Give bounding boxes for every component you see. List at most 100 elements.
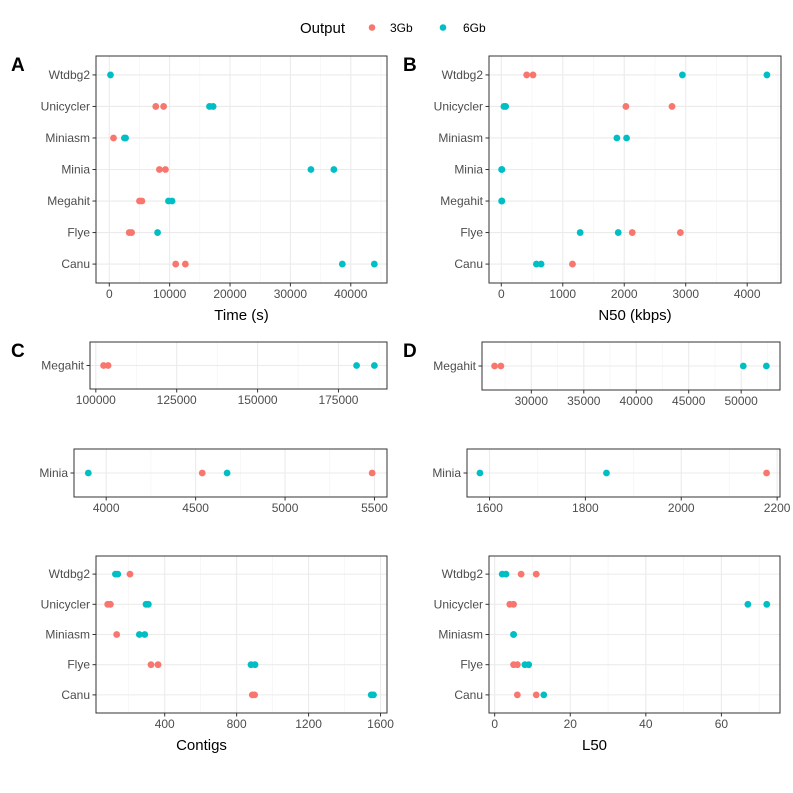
data-point-6gb — [510, 631, 517, 638]
data-point-3gb — [198, 469, 206, 477]
data-point-3gb — [513, 661, 521, 669]
x-tick-label: 5500 — [361, 501, 388, 515]
panel-b-1: 0 1000 2000 3000 4000 Wtdbg2 Unicycler Miniasm M… — [434, 55, 782, 324]
x-tick-label: 0 — [491, 717, 498, 731]
x-tick-label: 30000 — [274, 287, 308, 301]
legend-title: Output — [300, 20, 346, 37]
data-point-6gb — [144, 600, 152, 608]
data-point-6gb — [532, 260, 540, 268]
data-point-6gb — [763, 71, 771, 79]
data-point-6gb — [370, 691, 377, 699]
data-point-3gb — [126, 570, 134, 578]
x-tick-label: 2200 — [764, 501, 791, 515]
x-tick-label: 4000 — [734, 287, 761, 301]
x-tick-label: 45000 — [672, 394, 706, 408]
x-tick-label: 0 — [498, 287, 505, 301]
y-tick-label: Megahit — [433, 359, 476, 373]
y-tick-label: Minia — [61, 163, 90, 177]
x-tick-label: 30000 — [515, 394, 549, 408]
x-tick-label: 40000 — [334, 287, 368, 301]
data-point-6gb — [353, 362, 360, 369]
data-point-3gb — [113, 631, 121, 638]
x-tick-label: 150000 — [238, 393, 278, 407]
data-point-3gb — [668, 103, 676, 110]
data-point-6gb — [209, 103, 217, 110]
y-tick-label: Flye — [67, 226, 90, 240]
data-point-3gb — [154, 661, 162, 669]
data-point-3gb — [104, 362, 112, 369]
data-point-3gb — [628, 229, 636, 236]
y-tick-label: Minia — [454, 163, 483, 177]
x-axis-title: N50 (kbps) — [598, 307, 671, 324]
data-point-6gb — [370, 362, 378, 369]
x-tick-label: 40 — [639, 717, 653, 731]
y-tick-label: Flye — [460, 226, 483, 240]
x-tick-label: 4500 — [182, 501, 209, 515]
data-point-3gb — [138, 197, 146, 205]
y-tick-label: Wtdbg2 — [49, 567, 91, 581]
data-point-3gb — [529, 71, 537, 79]
x-tick-label: 0 — [106, 287, 113, 301]
y-tick-label: Megahit — [47, 194, 90, 208]
panel-tag-c: C — [11, 341, 25, 362]
data-point-3gb — [491, 362, 498, 370]
data-point-3gb — [368, 469, 376, 477]
data-point-3gb — [517, 570, 525, 578]
data-point-6gb — [603, 469, 610, 477]
x-tick-label: 20 — [564, 717, 578, 731]
x-tick-label: 35000 — [567, 394, 601, 408]
x-axis-title: L50 — [582, 737, 607, 754]
data-point-3gb — [110, 134, 117, 142]
data-point-3gb — [523, 71, 531, 79]
y-tick-label: Miniasm — [438, 131, 483, 145]
data-point-6gb — [114, 570, 122, 578]
y-tick-label: Wtdbg2 — [442, 68, 484, 82]
data-point-6gb — [498, 197, 506, 205]
panel-c-4: 400 800 1200 1600 Wtdbg2 Unicycler Miniasm Flye… — [41, 555, 394, 754]
y-tick-label: Unicycler — [434, 99, 483, 113]
panel-c-2: 100000 125000 150000 175000 Megahit — [41, 341, 388, 407]
data-point-3gb — [160, 103, 168, 110]
data-point-6gb — [223, 469, 231, 477]
x-tick-label: 20000 — [213, 287, 247, 301]
data-point-6gb — [502, 103, 510, 110]
legend-label-6gb: 6Gb — [463, 21, 486, 35]
x-tick-label: 1000 — [549, 287, 576, 301]
y-tick-label: Miniasm — [45, 628, 90, 642]
data-point-6gb — [744, 600, 752, 608]
panel-d-6: 1600 1800 2000 2200 Minia — [432, 448, 791, 515]
panel-c-3: 4000 4500 5000 5500 Minia — [39, 448, 388, 515]
y-tick-label: Megahit — [41, 359, 84, 373]
panel-d-5: 30000 35000 40000 45000 50000 Megahit — [433, 341, 781, 408]
legend-label-3gb: 3Gb — [390, 21, 413, 35]
x-tick-label: 1800 — [572, 501, 599, 515]
y-tick-label: Unicycler — [434, 597, 483, 611]
data-point-3gb — [106, 600, 114, 608]
data-point-6gb — [502, 570, 510, 578]
x-tick-label: 40000 — [620, 394, 654, 408]
data-point-3gb — [128, 229, 136, 236]
x-tick-label: 800 — [227, 717, 247, 731]
data-point-6gb — [168, 197, 176, 205]
data-point-3gb — [513, 691, 521, 699]
data-point-3gb — [622, 103, 630, 110]
data-point-3gb — [532, 570, 540, 578]
x-axis-title: Time (s) — [214, 307, 268, 324]
data-point-3gb — [251, 691, 259, 699]
legend-key-3gb — [368, 24, 376, 31]
x-tick-label: 400 — [155, 717, 175, 731]
panel-a-0: 0 10000 20000 30000 40000 Wtdbg2 Unicycler Mini… — [41, 55, 388, 324]
data-point-3gb — [152, 103, 160, 110]
y-tick-label: Megahit — [440, 194, 483, 208]
x-tick-label: 50000 — [724, 394, 758, 408]
data-point-6gb — [122, 134, 129, 142]
y-tick-label: Canu — [61, 257, 90, 271]
y-tick-label: Canu — [454, 257, 483, 271]
data-point-6gb — [338, 260, 346, 268]
data-point-3gb — [569, 260, 576, 268]
y-tick-label: Minia — [432, 466, 461, 480]
panel-d-7: 0 20 40 60 Wtdbg2 Unicycler Miniasm Flye Canu L50 — [434, 555, 781, 754]
x-tick-label: 5000 — [272, 501, 299, 515]
data-point-3gb — [155, 166, 163, 173]
